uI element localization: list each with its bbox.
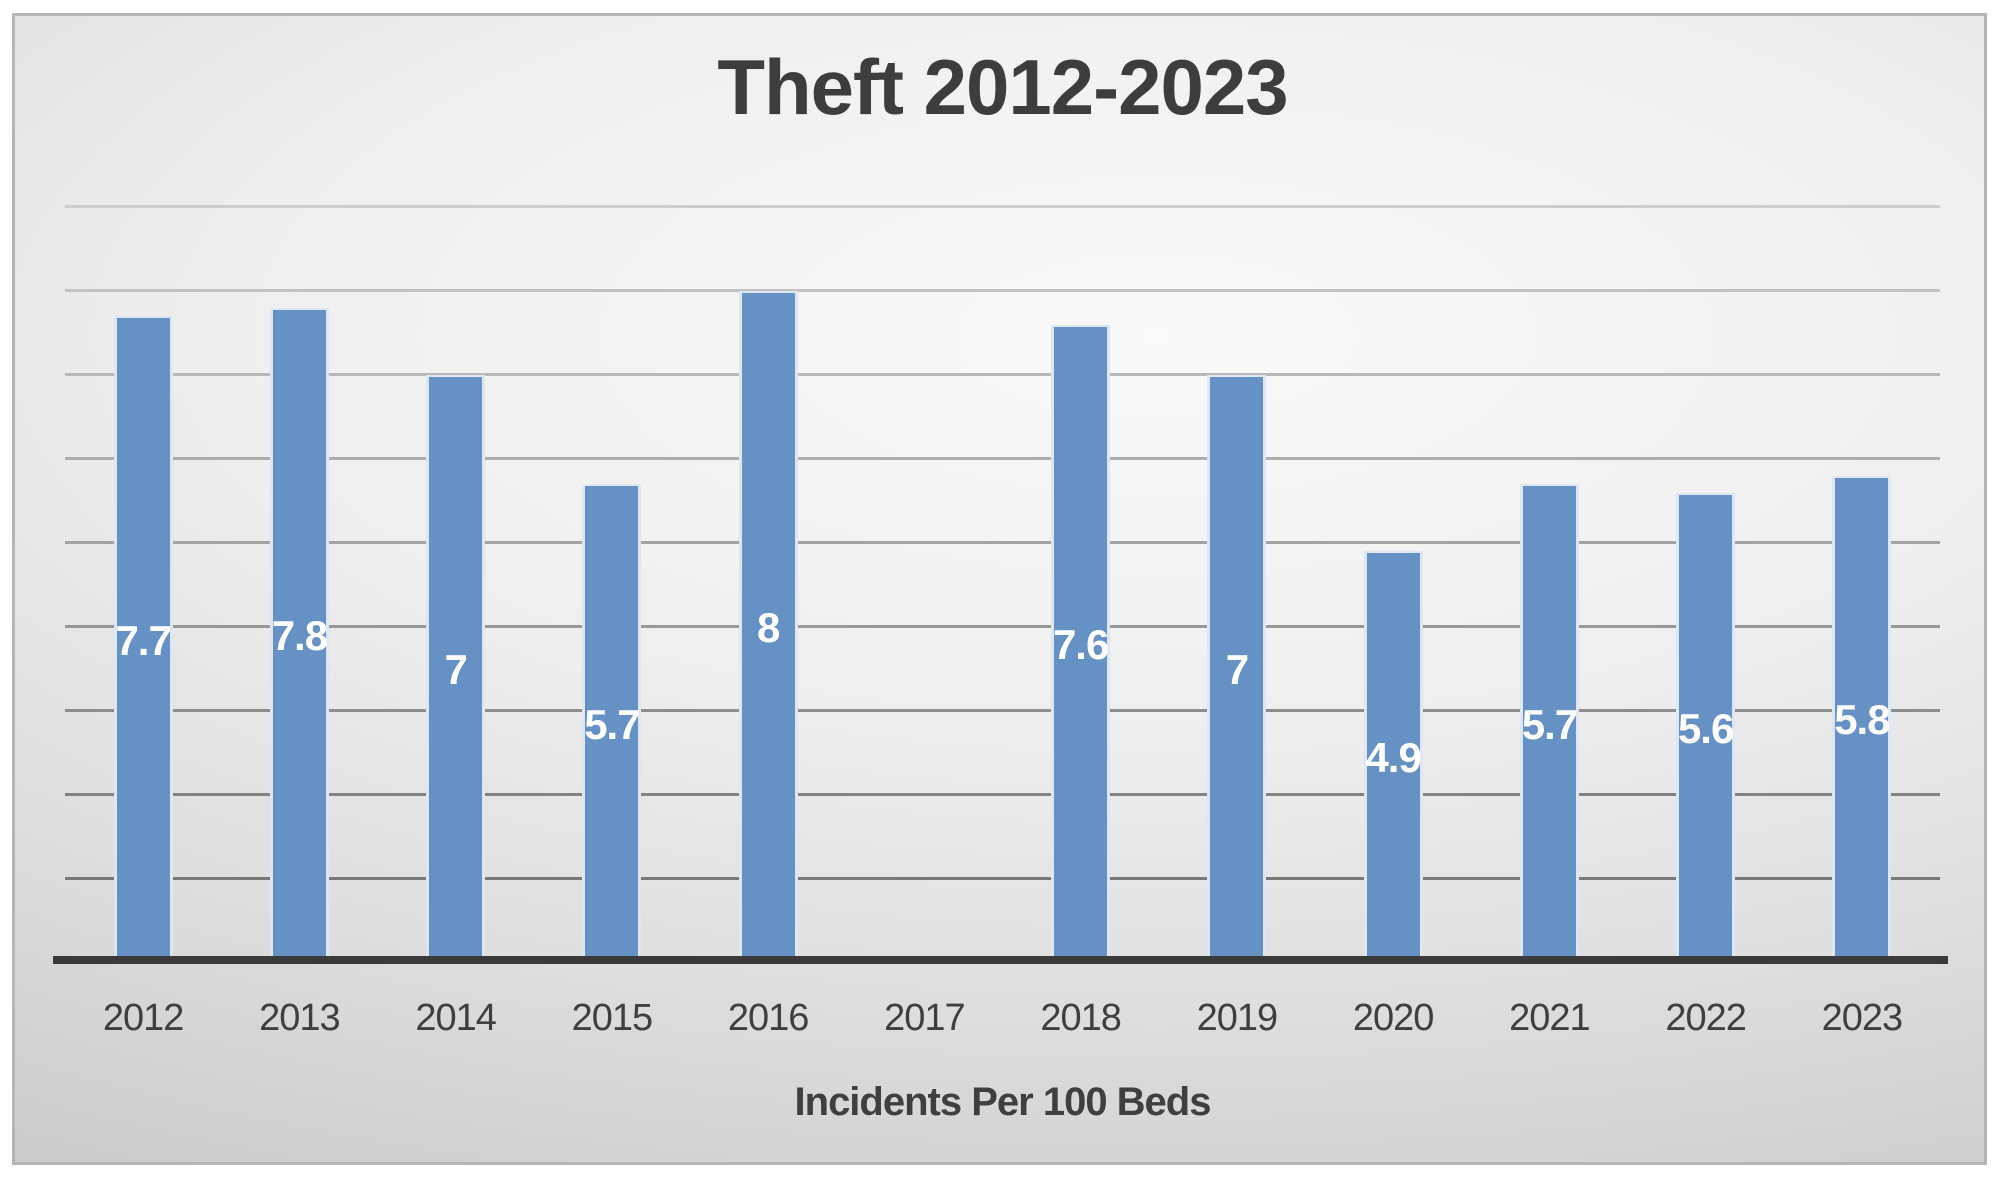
- bar-2015: 5.7: [582, 484, 642, 963]
- bar-2022: 5.6: [1676, 492, 1736, 963]
- bar-2018: 7.6: [1051, 324, 1111, 963]
- gridline-6: [65, 457, 1940, 460]
- bar-data-label-2023: 5.8: [1834, 696, 1890, 744]
- tick-label-2016: 2016: [727, 997, 810, 1039]
- tick-label-2020: 2020: [1352, 997, 1435, 1039]
- tick-label-2018: 2018: [1040, 997, 1122, 1039]
- gridline-5: [65, 541, 1940, 544]
- tick-label-2012: 2012: [102, 997, 185, 1039]
- tick-label-2023: 2023: [1821, 997, 1904, 1039]
- bar-2021: 5.7: [1519, 484, 1579, 963]
- bar-2012: 7.7: [113, 316, 173, 963]
- bar-data-label-2016: 8: [756, 604, 780, 651]
- gridline-9: [65, 205, 1940, 208]
- bar-data-label-2020: 4.9: [1365, 734, 1421, 782]
- bar-2019: 7: [1207, 375, 1267, 963]
- tick-label-2022: 2022: [1665, 997, 1747, 1039]
- tick-label-2013: 2013: [259, 997, 341, 1039]
- bar-data-label-2014: 7: [444, 646, 467, 693]
- gridline-8: [65, 289, 1940, 292]
- bar-data-label-2019: 7: [1225, 646, 1249, 693]
- tick-label-2021: 2021: [1509, 997, 1591, 1039]
- gridline-4: [65, 625, 1940, 628]
- tick-label-2015: 2015: [571, 997, 654, 1039]
- tick-label-2019: 2019: [1196, 997, 1279, 1039]
- bar-2016: 8: [738, 291, 798, 963]
- bar-2014: 7: [426, 375, 486, 963]
- chart-title: Theft 2012-2023: [717, 43, 1288, 131]
- bar-data-label-2012: 7.7: [115, 616, 171, 664]
- x-axis-line: [53, 956, 1948, 964]
- bar-2020: 4.9: [1363, 551, 1423, 963]
- bar-data-label-2021: 5.7: [1521, 700, 1578, 748]
- bar-data-label-2015: 5.7: [584, 700, 640, 748]
- gridline-3: [65, 709, 1940, 712]
- bar-data-label-2018: 7.6: [1052, 620, 1109, 668]
- tick-label-2014: 2014: [415, 997, 497, 1039]
- gridline-7: [65, 373, 1940, 376]
- x-axis-tick-labels: 2012 2013 2014 2015 2016 2017 2018 2019 2020 2021…: [65, 996, 1940, 1044]
- x-axis-title: Incidents Per 100 Beds: [794, 1080, 1212, 1124]
- plot-area: 7.7 7.8 7 5.7 8 7.6 7 4.9 5.7 5.6 5.8: [65, 205, 1940, 963]
- tick-label-2017: 2017: [884, 997, 966, 1039]
- gridline-1: [65, 877, 1940, 880]
- bar-2013: 7.8: [269, 307, 329, 963]
- gridline-2: [65, 793, 1940, 796]
- bar-data-label-2022: 5.6: [1677, 704, 1734, 752]
- bar-data-label-2013: 7.8: [271, 612, 328, 660]
- bar-2023: 5.8: [1832, 475, 1892, 963]
